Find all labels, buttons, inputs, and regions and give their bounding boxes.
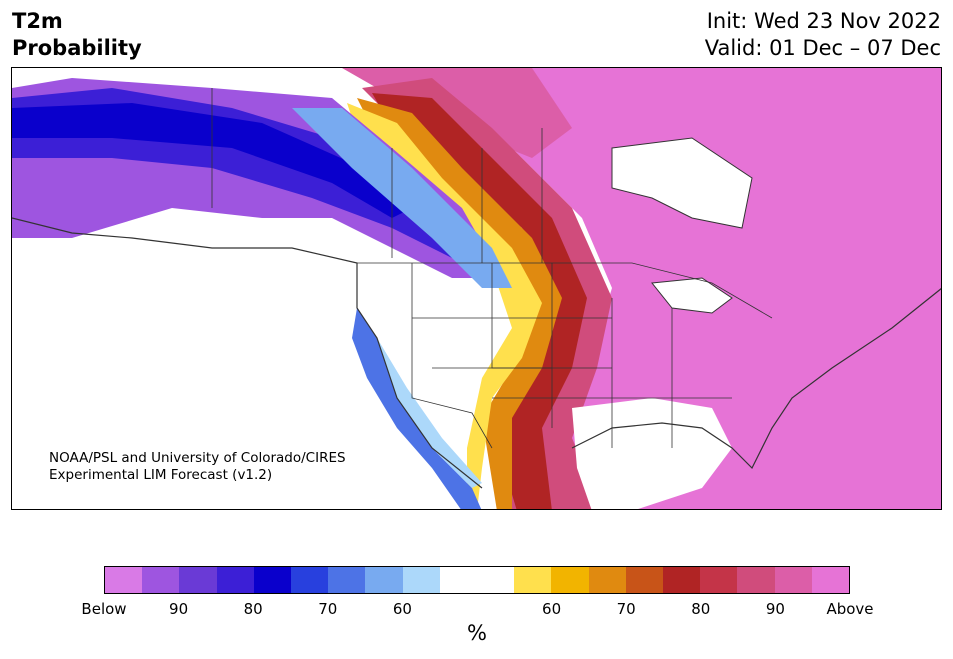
init-date: Init: Wed 23 Nov 2022 [706, 9, 941, 33]
hudson-bay [611, 137, 753, 229]
colorbar-cell [774, 567, 812, 593]
colorbar-tick-label: Above [826, 600, 874, 618]
political-borders [211, 88, 773, 449]
valid-dates: Valid: 01 Dec – 07 Dec [704, 36, 941, 60]
colorbar-cell [700, 567, 738, 593]
title-line-2: Probability [12, 36, 142, 60]
colorbar-cell [551, 567, 589, 593]
title-line-1: T2m [12, 9, 63, 33]
probability-map [12, 68, 941, 509]
colorbar-tick-label: 90 [765, 600, 785, 618]
map-panel [11, 67, 942, 510]
below-deep-core [12, 103, 412, 218]
colorbar-cell [328, 567, 366, 593]
colorbar-cell [142, 567, 180, 593]
warm-band-red [372, 93, 587, 509]
credit-line-2: Experimental LIM Forecast (v1.2) [49, 467, 273, 483]
colorbar [104, 566, 850, 594]
colorbar-cell [514, 567, 552, 593]
colorbar-tick-label: 80 [691, 600, 711, 618]
colorbar-cell [588, 567, 626, 593]
colorbar-tick-label: 70 [616, 600, 636, 618]
below-coast-light [377, 338, 482, 488]
colorbar-tick-label: Below [81, 600, 127, 618]
colorbar-cell [737, 567, 775, 593]
colorbar-cell [365, 567, 403, 593]
coastline-west [12, 217, 483, 489]
below-coast [352, 308, 482, 509]
coastline-east [571, 288, 941, 470]
colorbar-cell [216, 567, 254, 593]
map-title: T2m Probability [12, 8, 142, 62]
colorbar-cell [625, 567, 664, 593]
colorbar-cell [291, 567, 329, 593]
colorbar-tick-label: 70 [318, 600, 338, 618]
colorbar-tick-label: 90 [169, 600, 189, 618]
colorbar-tick-label: 80 [243, 600, 263, 618]
colorbar-tick-label: 60 [542, 600, 562, 618]
forecast-dates: Init: Wed 23 Nov 2022 Valid: 01 Dec – 07… [705, 8, 941, 62]
credit-line-1: NOAA/PSL and University of Colorado/CIRE… [49, 450, 346, 466]
colorbar-cell [811, 567, 850, 593]
warm-band-orange [357, 98, 562, 509]
great-lakes [651, 277, 733, 314]
colorbar-tick-label: 60 [392, 600, 412, 618]
colorbar-cell [439, 567, 478, 593]
colorbar-cell [477, 567, 515, 593]
colorbar-cell [253, 567, 292, 593]
colorbar-cell [402, 567, 440, 593]
colorbar-cell [179, 567, 217, 593]
colorbar-cell [105, 567, 143, 593]
credit-text: NOAA/PSL and University of Colorado/CIRE… [49, 450, 346, 484]
below-fringe [292, 108, 512, 288]
colorbar-unit: % [467, 621, 487, 645]
colorbar-cell [663, 567, 701, 593]
colorbar-ticks: Below 90 80 70 60 60 70 80 90 Above [81, 600, 873, 620]
